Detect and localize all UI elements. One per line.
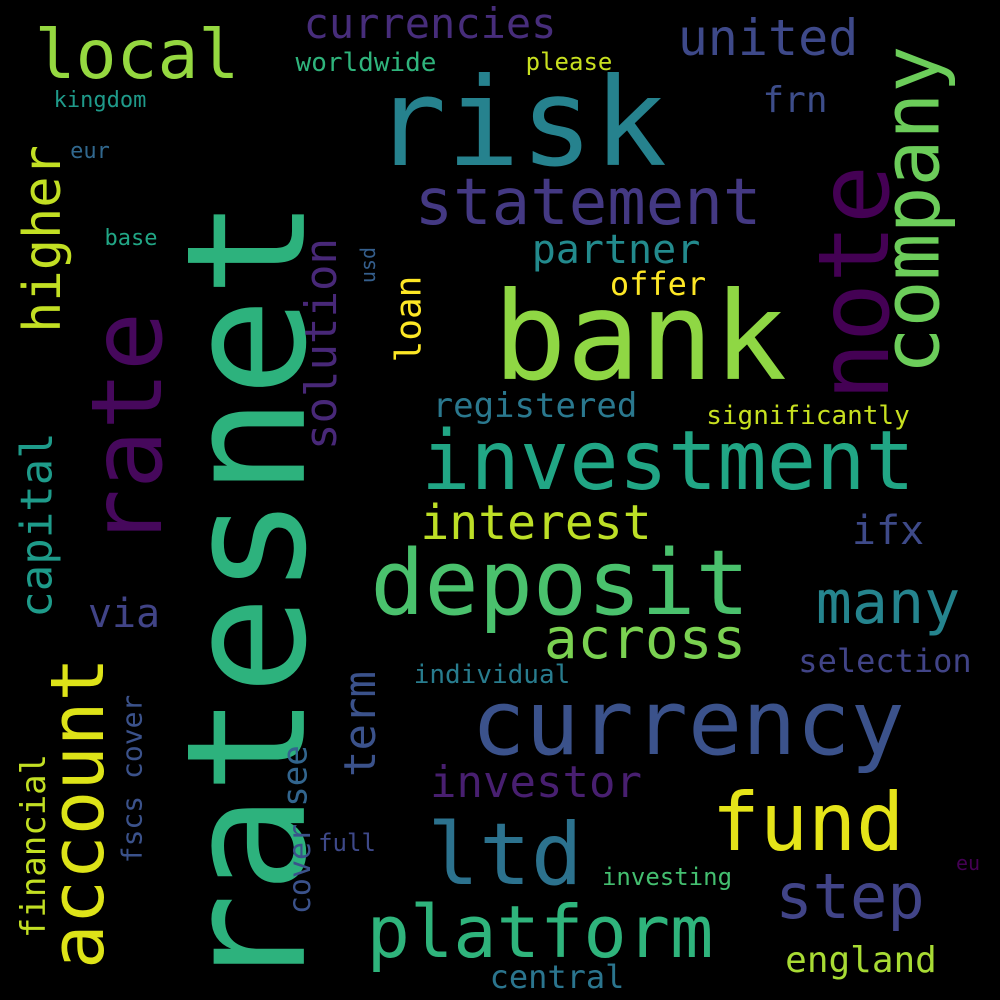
word-step: step [775,860,925,933]
word-higher: higher [13,145,73,333]
word-partner: partner [531,227,701,273]
word-investor: investor [430,757,642,808]
word-eu: eu [955,851,981,875]
word-fscs-cover: fscs cover [114,694,148,864]
word-please: please [525,48,613,76]
word-fund: fund [711,776,905,869]
word-worldwide: worldwide [295,48,437,78]
word-cover: cover [283,823,318,915]
word-capital: capital [12,432,63,618]
word-see: see [275,745,316,807]
word-currencies: currencies [303,0,557,48]
word-platform: platform [366,890,714,974]
word-selection: selection [798,642,972,680]
word-interest: interest [420,495,652,551]
word-united: united [677,9,859,67]
word-bank: bank [493,266,787,408]
word-eur: eur [70,139,110,164]
word-rate: rate [70,311,185,549]
word-term: term [335,671,386,777]
word-local: local [34,16,240,95]
word-deposit: deposit [370,531,750,636]
word-ltd: ltd [427,805,583,905]
word-solution: solution [295,238,347,450]
word-frn: frn [762,80,828,121]
word-significantly: significantly [706,401,910,431]
word-investing: investing [601,863,733,891]
word-many: many [815,568,961,638]
word-ifx: ifx [851,508,925,554]
word-via: via [87,591,161,637]
word-statement: statement [414,166,762,240]
word-across: across [543,607,747,672]
word-risk: risk [373,52,667,194]
word-company: company [866,45,957,375]
word-currency: currency [471,671,905,776]
word-full: full [318,829,376,857]
word-loan: loan [387,275,429,363]
word-kingdom: kingdom [53,88,147,113]
word-england: england [785,940,937,981]
word-base: base [104,226,158,251]
word-investment: investment [421,414,915,509]
word-registered: registered [432,386,638,426]
word-financial: financial [14,753,55,939]
word-central: central [489,958,625,996]
word-individual: individual [413,660,571,690]
word-usd: usd [356,246,380,284]
word-offer: offer [609,265,707,303]
